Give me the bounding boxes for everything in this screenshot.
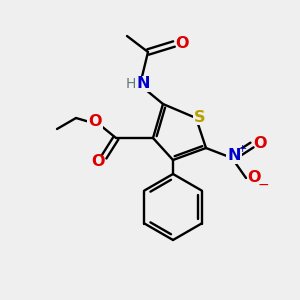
- Text: S: S: [194, 110, 206, 124]
- Text: N: N: [136, 76, 150, 92]
- Text: O: O: [88, 115, 102, 130]
- Text: H: H: [126, 77, 136, 91]
- Text: +: +: [237, 144, 247, 154]
- Text: O: O: [175, 35, 189, 50]
- Text: N: N: [227, 148, 241, 164]
- Text: −: −: [257, 178, 269, 192]
- Text: O: O: [253, 136, 267, 152]
- Text: O: O: [91, 154, 105, 169]
- Text: O: O: [247, 170, 261, 185]
